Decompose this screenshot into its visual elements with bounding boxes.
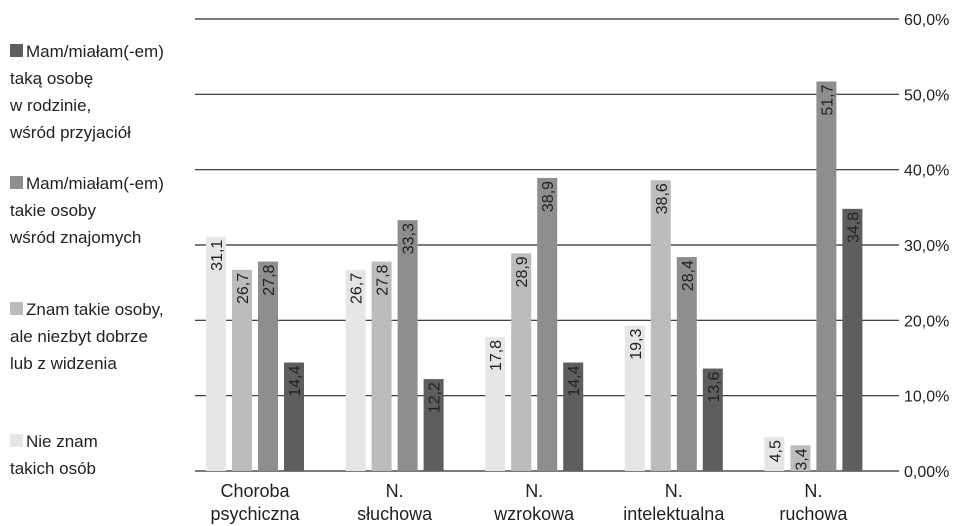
- data-label: 28,4: [680, 260, 697, 291]
- category-label: N.: [665, 481, 683, 501]
- y-tick-label: 40,0%: [904, 163, 949, 180]
- legend-item-acquaintances: Mam/miałam(-em) takie osoby wśród znajom…: [10, 170, 164, 251]
- y-tick-label: 20,0%: [904, 313, 949, 330]
- legend-item-know-by-sight: Znam takie osoby, ale niezbyt dobrze lub…: [10, 296, 164, 377]
- data-label: 33,3: [401, 223, 418, 254]
- y-tick-label: 50,0%: [904, 87, 949, 104]
- legend-label: Znam takie osoby, ale niezbyt dobrze lub…: [10, 300, 164, 373]
- y-tick-label: 0,00%: [904, 464, 949, 481]
- data-label: 51,7: [819, 84, 836, 115]
- data-label: 17,8: [488, 340, 505, 371]
- data-label: 26,7: [349, 273, 366, 304]
- bar: [702, 368, 723, 471]
- data-label: 13,6: [706, 371, 723, 402]
- y-tick-label: 60,0%: [904, 12, 949, 29]
- bar: [345, 269, 366, 471]
- category-label: ruchowa: [779, 504, 848, 524]
- legend-label: Mam/miałam(-em) taką osobę w rodzinie, w…: [10, 42, 164, 142]
- bar: [206, 236, 226, 471]
- bar: [650, 180, 671, 472]
- bar: [790, 445, 811, 471]
- data-label: 3,4: [793, 448, 810, 470]
- legend-item-family-friends: Mam/miałam(-em) taką osobę w rodzinie, w…: [10, 38, 164, 146]
- data-label: 19,3: [628, 329, 645, 360]
- data-label: 26,7: [235, 273, 252, 304]
- data-label: 14,4: [287, 365, 304, 396]
- bar: [764, 437, 785, 471]
- bar: [371, 261, 392, 471]
- bar: [258, 261, 278, 471]
- category-label: N.: [804, 481, 822, 501]
- bar: [624, 325, 645, 471]
- category-label: intelektualna: [623, 504, 725, 524]
- bar: [563, 362, 584, 471]
- bar: [842, 208, 863, 471]
- bar: [485, 336, 506, 471]
- data-label: 14,4: [566, 365, 583, 396]
- category-label: N.: [386, 481, 404, 501]
- category-label: słuchowa: [357, 504, 433, 524]
- category-label: psychiczna: [210, 504, 300, 524]
- bar: [537, 177, 558, 471]
- data-label: 34,8: [845, 212, 862, 243]
- category-label: Choroba: [220, 481, 290, 501]
- legend-swatch: [10, 176, 23, 189]
- y-tick-label: 30,0%: [904, 238, 949, 255]
- bar: [816, 81, 837, 471]
- bar: [511, 253, 532, 471]
- data-label: 38,9: [540, 181, 557, 212]
- data-label: 12,2: [427, 382, 444, 413]
- data-label: 31,1: [209, 240, 226, 271]
- data-label: 27,8: [375, 264, 392, 295]
- legend-item-dont-know: Nie znam takich osób: [10, 428, 98, 482]
- category-label: wzrokowa: [493, 504, 575, 524]
- data-label: 4,5: [767, 440, 784, 462]
- legend-label: Nie znam takich osób: [10, 432, 98, 478]
- bar: [676, 257, 697, 471]
- bar: [284, 362, 304, 471]
- y-tick-label: 10,0%: [904, 389, 949, 406]
- bar: [397, 220, 418, 471]
- bar: [423, 379, 444, 471]
- data-label: 27,8: [261, 264, 278, 295]
- data-label: 28,9: [514, 256, 531, 287]
- legend-label: Mam/miałam(-em) takie osoby wśród znajom…: [10, 174, 164, 247]
- bar: [232, 269, 252, 471]
- category-label: N.: [525, 481, 543, 501]
- data-label: 38,6: [654, 183, 671, 214]
- legend-swatch: [10, 434, 23, 447]
- legend-swatch: [10, 44, 23, 57]
- legend-swatch: [10, 302, 23, 315]
